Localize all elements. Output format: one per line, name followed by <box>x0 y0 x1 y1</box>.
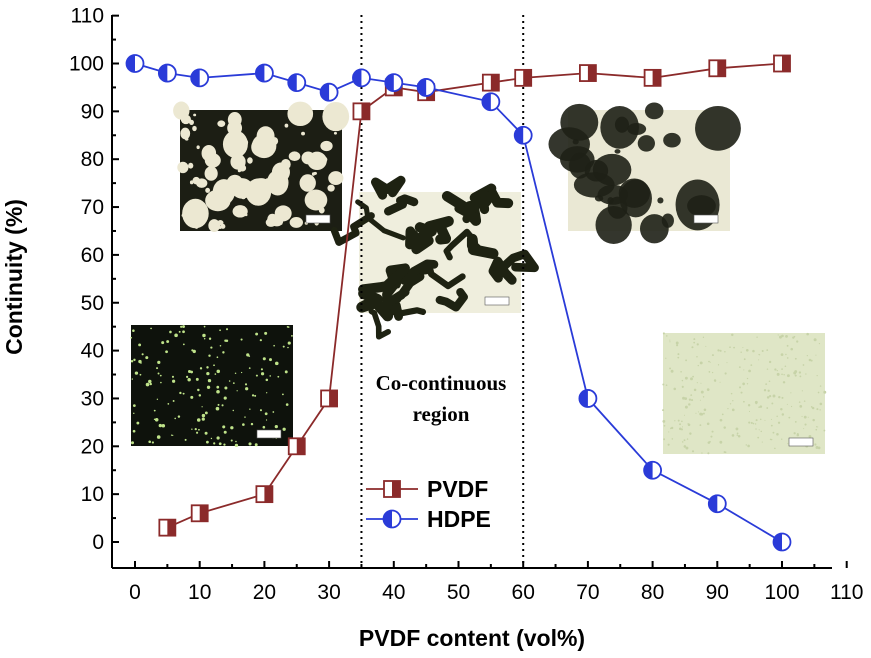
x-tick-label-60: 60 <box>512 581 535 604</box>
y-tick-label-100: 100 <box>69 53 104 76</box>
point-pvdf-10 <box>190 504 209 523</box>
x-tick-label-10: 10 <box>188 581 211 604</box>
x-tick-label-30: 30 <box>317 581 340 604</box>
y-tick-label-0: 0 <box>92 531 104 554</box>
x-tick-label-80: 80 <box>641 581 664 604</box>
y-tick-label-10: 10 <box>81 483 104 506</box>
y-axis-ticks: 0 10 20 30 40 50 60 70 80 90 100 110 <box>69 5 119 554</box>
y-tick-label-30: 30 <box>81 387 104 410</box>
x-tick-label-110: 110 <box>830 581 863 604</box>
point-hdpe-5 <box>157 63 177 83</box>
micrograph-sea-island <box>173 101 350 233</box>
region-annotation-line2: region <box>413 402 470 426</box>
x-tick-label-100: 100 <box>764 581 799 604</box>
micrograph-dark-phase <box>548 102 741 244</box>
series-hdpe <box>125 54 792 552</box>
legend-marker-pvdf <box>366 480 418 498</box>
y-tick-label-110: 110 <box>71 5 104 28</box>
point-pvdf-25 <box>287 437 306 456</box>
point-hdpe-10 <box>190 68 210 88</box>
point-hdpe-90 <box>707 494 727 514</box>
x-tick-label-90: 90 <box>706 581 729 604</box>
point-pvdf-100 <box>773 54 791 73</box>
region-annotation-line1: Co-continuous <box>376 371 507 395</box>
legend-marker-hdpe <box>366 509 418 529</box>
y-tick-label-40: 40 <box>81 340 104 363</box>
legend: PVDF HDPE <box>366 476 491 532</box>
legend-symbol-pvdf <box>383 480 401 498</box>
point-hdpe-30 <box>319 82 339 102</box>
point-pvdf-60 <box>514 68 533 87</box>
point-hdpe-45 <box>416 78 436 97</box>
point-hdpe-20 <box>254 63 274 83</box>
point-hdpe-35 <box>352 68 371 88</box>
series-layer <box>125 54 792 552</box>
point-pvdf-90 <box>708 59 727 78</box>
point-pvdf-35 <box>352 102 371 121</box>
legend-label-pvdf: PVDF <box>427 476 488 502</box>
region-boundaries <box>360 15 525 568</box>
point-pvdf-55 <box>481 73 500 92</box>
y-tick-label-70: 70 <box>81 196 104 219</box>
y-tick-label-90: 90 <box>81 100 104 123</box>
micrograph-uniform <box>662 332 827 455</box>
point-pvdf-5 <box>158 518 177 537</box>
point-hdpe-60 <box>513 125 533 145</box>
y-axis-title: Continuity (%) <box>1 199 27 355</box>
x-axis-ticks: 0 10 20 30 40 50 60 70 80 90 100 110 <box>129 561 863 604</box>
x-tick-label-20: 20 <box>253 581 276 604</box>
point-pvdf-70 <box>579 64 597 82</box>
x-tick-label-50: 50 <box>447 581 470 604</box>
micrograph-dark-dots <box>130 325 293 448</box>
y-tick-label-80: 80 <box>81 148 104 171</box>
inset-micrographs <box>130 101 827 455</box>
point-hdpe-100 <box>772 532 792 552</box>
y-tick-label-20: 20 <box>81 435 104 458</box>
x-tick-label-70: 70 <box>576 581 599 604</box>
x-tick-label-40: 40 <box>382 581 405 604</box>
y-tick-label-50: 50 <box>81 292 104 315</box>
point-hdpe-40 <box>384 73 404 93</box>
y-tick-label-60: 60 <box>81 244 104 267</box>
point-hdpe-80 <box>643 460 662 480</box>
point-pvdf-80 <box>643 68 662 87</box>
legend-symbol-hdpe <box>382 509 402 529</box>
legend-label-hdpe: HDPE <box>427 506 491 532</box>
point-hdpe-70 <box>578 389 598 408</box>
point-pvdf-30 <box>320 389 339 408</box>
micrograph-co-continuous <box>330 175 539 340</box>
x-axis-title: PVDF content (vol%) <box>359 625 585 651</box>
point-pvdf-20 <box>255 485 274 504</box>
x-tick-label-0: 0 <box>129 581 141 604</box>
point-hdpe-55 <box>481 92 501 112</box>
point-hdpe-25 <box>287 73 307 93</box>
point-hdpe-0 <box>125 54 145 73</box>
